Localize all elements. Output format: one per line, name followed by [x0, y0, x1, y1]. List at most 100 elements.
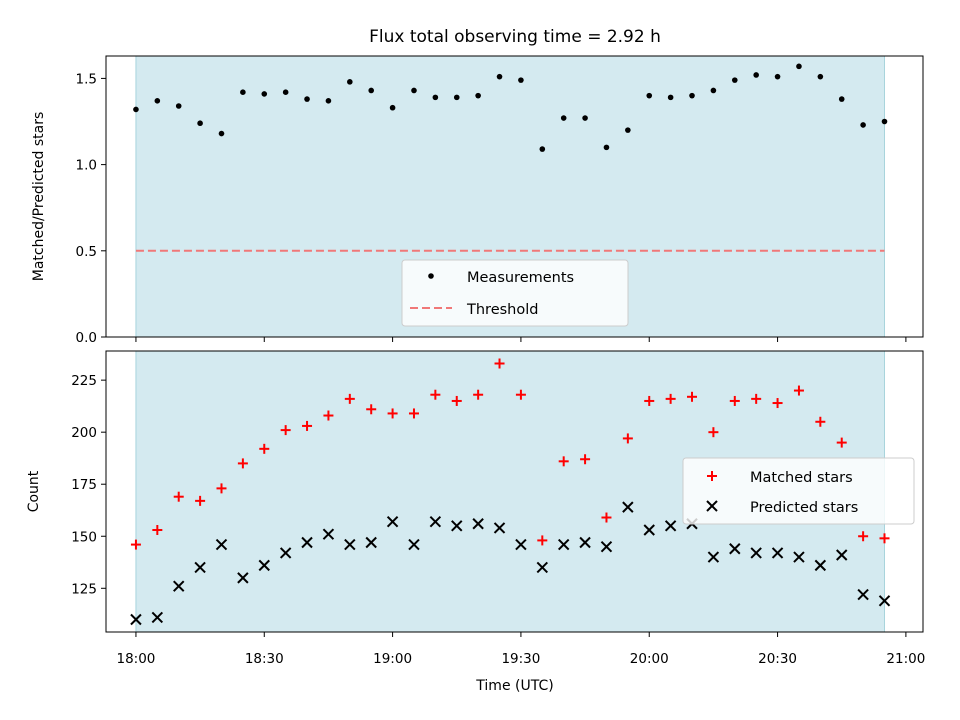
predicted-point-b: [130, 613, 142, 626]
x-tick-label: 19:00: [373, 651, 412, 667]
predicted-point-b: [857, 588, 869, 601]
measurement-point: [539, 146, 546, 152]
predicted-point: [664, 520, 677, 532]
predicted-point-b: [237, 572, 249, 584]
measurement-point: [133, 106, 139, 113]
measurement-point: [368, 87, 375, 94]
predicted-point-b: [515, 538, 527, 551]
predicted-point-b: [579, 536, 591, 549]
matched-point: [836, 437, 847, 448]
matched-point: [323, 410, 334, 421]
predicted-point: [729, 543, 741, 555]
measurement-point: [496, 73, 503, 80]
predicted-point: [301, 536, 313, 549]
matched-point: [430, 389, 441, 400]
matched-point: [793, 385, 804, 396]
predicted-point-b: [472, 518, 484, 530]
legend-predicted-marker: [706, 500, 718, 512]
measurement-point: [646, 92, 653, 99]
measurement-point: [304, 96, 310, 102]
measurement-point: [603, 144, 610, 151]
matched-point: [558, 456, 569, 467]
x-tick-label: 18:00: [116, 651, 155, 667]
measurement-point: [411, 87, 417, 94]
ratio-marks: [133, 63, 888, 252]
matched-point: [665, 393, 676, 404]
predicted-point-b: [365, 536, 377, 549]
measurement-point: [175, 103, 182, 109]
legend-predicted-label: Predicted stars: [750, 500, 858, 516]
predicted-point-b: [750, 547, 762, 559]
predicted-point: [173, 580, 185, 592]
count-x-ticks: 18:00 18:30 19:00 19:30 20:00 20:30 21:00: [116, 632, 925, 667]
predicted-point-b: [664, 520, 677, 532]
matched-point: [195, 495, 206, 506]
predicted-point-b: [429, 515, 442, 528]
predicted-point-b: [194, 561, 206, 574]
measurement-point: [218, 130, 225, 137]
matched-point: [494, 358, 505, 369]
predicted-point: [878, 595, 891, 607]
predicted-point: [151, 611, 164, 624]
predicted-point: [750, 547, 762, 559]
predicted-point: [386, 515, 399, 528]
measurement-point: [838, 96, 845, 102]
matched-point: [152, 525, 163, 536]
legend-predicted-glyph-b: [706, 500, 718, 512]
matched-point: [601, 512, 612, 523]
predicted-point: [215, 538, 228, 551]
matched-point: [173, 491, 184, 502]
x-tick-label: 19:30: [501, 651, 540, 667]
matched-point: [302, 420, 313, 431]
measurement-point: [625, 127, 631, 133]
ratio-legend-box: [401, 259, 629, 327]
measurement-point: [860, 122, 866, 128]
x-tick-label: 21:00: [886, 651, 925, 667]
predicted-point: [451, 520, 463, 532]
predicted-point: [600, 540, 613, 553]
count-legend-box: [682, 457, 915, 525]
matched-point: [644, 395, 655, 406]
measurement-point: [731, 77, 738, 83]
matched-point: [772, 398, 783, 409]
matched-point: [580, 454, 591, 465]
predicted-point: [493, 522, 506, 534]
predicted-point-b: [622, 501, 634, 513]
chart-title: Flux total observing time = 2.92 h: [369, 27, 661, 47]
predicted-point: [237, 572, 249, 584]
predicted-point: [322, 528, 335, 540]
ratio-plot-frame: [105, 55, 924, 338]
predicted-point-b: [557, 538, 570, 551]
y-tick-label: 1.0: [76, 158, 97, 174]
matched-point: [280, 425, 291, 436]
predicted-point: [194, 561, 206, 574]
matched-point: [366, 404, 377, 415]
matched-point: [259, 443, 270, 454]
matched-point: [473, 389, 484, 400]
measurement-point: [347, 79, 353, 85]
predicted-point-b: [451, 520, 463, 532]
predicted-point-b: [173, 580, 185, 592]
measurement-point: [432, 94, 439, 101]
y-tick-label: 0.0: [76, 330, 97, 346]
legend-measurements-label: Measurements: [467, 270, 574, 286]
y-tick-label: 150: [71, 529, 97, 545]
predicted-point-b: [258, 559, 270, 572]
measurement-point: [774, 73, 781, 80]
predicted-point: [857, 588, 869, 601]
ratio-y-axis-label: Matched/Predicted stars: [31, 112, 47, 282]
ratio-panel: Flux total observing time = 2.92 h 0.0 0.…: [31, 27, 924, 346]
matched-point: [515, 389, 526, 400]
matched-point: [729, 395, 740, 406]
measurement-point: [518, 77, 524, 83]
matched-point: [237, 458, 248, 469]
matched-point: [751, 393, 762, 404]
measurement-point: [261, 91, 268, 97]
count-panel: 125 150 175 200 225 18:00 18:30 19:00 19:30 20:0…: [26, 350, 925, 694]
measurement-point: [453, 94, 460, 101]
count-plot-frame: [105, 350, 924, 633]
y-tick-label: 0.5: [76, 244, 97, 260]
measurement-point: [325, 98, 332, 104]
predicted-point-b: [793, 551, 805, 563]
predicted-point-b: [814, 559, 827, 572]
